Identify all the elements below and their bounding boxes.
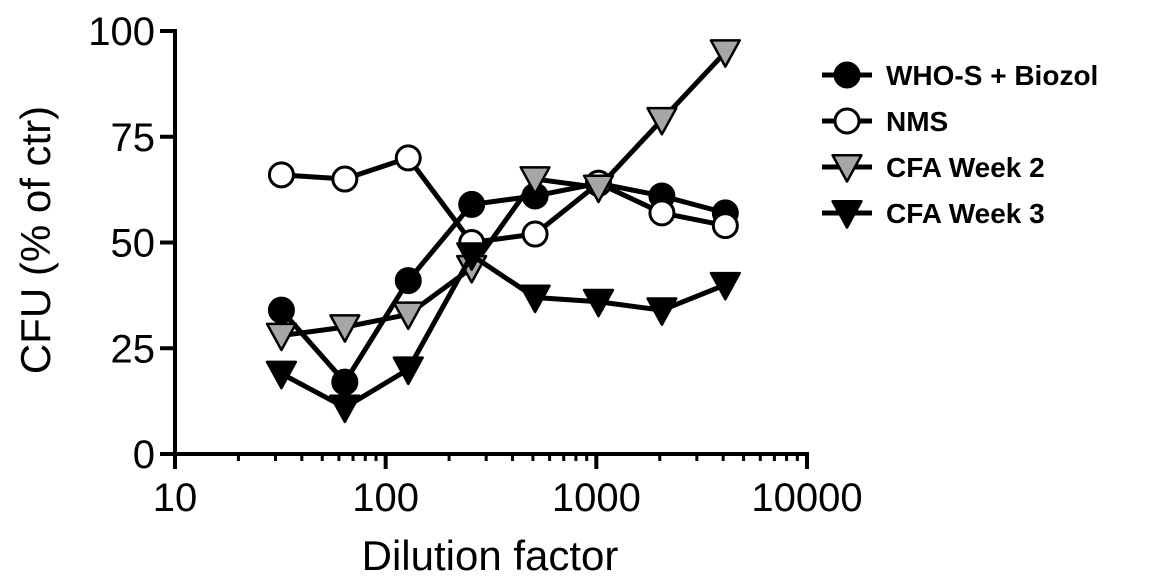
- legend-marker-who-s-biozol: [833, 61, 861, 89]
- data-point-cfa-week-2: [392, 301, 424, 331]
- y-tick-label: 75: [111, 116, 156, 160]
- data-point-cfa-week-2: [582, 174, 615, 204]
- legend-label: WHO-S + Biozol: [886, 60, 1098, 91]
- data-point-cfa-week-2: [265, 322, 298, 352]
- data-point-who-s-biozol: [331, 368, 359, 396]
- legend-item-nms: NMS: [822, 106, 948, 137]
- x-tick-label: 10: [153, 476, 198, 520]
- x-tick-label: 10000: [751, 476, 862, 520]
- data-point-nms: [267, 161, 295, 189]
- legend: WHO-S + Biozol NMS CFA Week 2 CFA Week 3: [822, 60, 1098, 229]
- data-point-cfa-week-3: [709, 271, 741, 301]
- legend-item-who-s-biozol: WHO-S + Biozol: [822, 60, 1098, 91]
- x-axis-title: Dilution factor: [362, 532, 619, 579]
- legend-label: NMS: [886, 106, 948, 137]
- legend-marker-cfa-week-2: [831, 154, 863, 183]
- y-axis-title: CFU (% of ctr): [12, 106, 59, 374]
- y-tick-label: 0: [133, 433, 155, 477]
- data-point-nms: [648, 199, 676, 227]
- series-layer: [265, 39, 741, 424]
- data-point-nms: [394, 144, 422, 172]
- legend-marker-nms: [833, 107, 861, 135]
- legend-label: CFA Week 3: [886, 198, 1045, 229]
- data-point-nms: [521, 220, 549, 248]
- data-point-cfa-week-3: [519, 284, 551, 314]
- data-point-cfa-week-2: [646, 106, 678, 136]
- y-tick-label: 50: [111, 222, 156, 266]
- data-point-cfa-week-3: [646, 297, 678, 326]
- data-point-cfa-week-2: [709, 39, 741, 68]
- axes: 0 25 50 75 100 10 100 1000 10000: [88, 10, 862, 520]
- data-point-cfa-week-3: [456, 242, 488, 271]
- legend-marker-cfa-week-3: [831, 200, 863, 229]
- data-point-who-s-biozol: [458, 190, 486, 218]
- data-point-cfa-week-3: [392, 356, 424, 386]
- legend-item-cfa-week-3: CFA Week 3: [822, 198, 1045, 229]
- data-point-who-s-biozol: [394, 267, 422, 295]
- data-point-nms: [711, 212, 739, 240]
- data-point-cfa-week-3: [582, 288, 615, 318]
- data-point-cfa-week-3: [329, 394, 361, 424]
- legend-item-cfa-week-2: CFA Week 2: [822, 152, 1045, 183]
- data-point-nms: [331, 165, 359, 193]
- data-point-cfa-week-2: [329, 314, 361, 343]
- legend-label: CFA Week 2: [886, 152, 1045, 183]
- y-tick-label: 25: [111, 327, 156, 371]
- x-tick-label: 100: [352, 476, 419, 520]
- data-point-who-s-biozol: [267, 296, 295, 324]
- x-tick-label: 1000: [552, 476, 641, 520]
- y-tick-label: 100: [88, 10, 155, 54]
- series-line-cfa-week-2: [281, 50, 728, 339]
- data-point-cfa-week-2: [519, 166, 551, 195]
- data-point-cfa-week-3: [265, 360, 298, 390]
- series-cfa-week-3: [265, 242, 741, 424]
